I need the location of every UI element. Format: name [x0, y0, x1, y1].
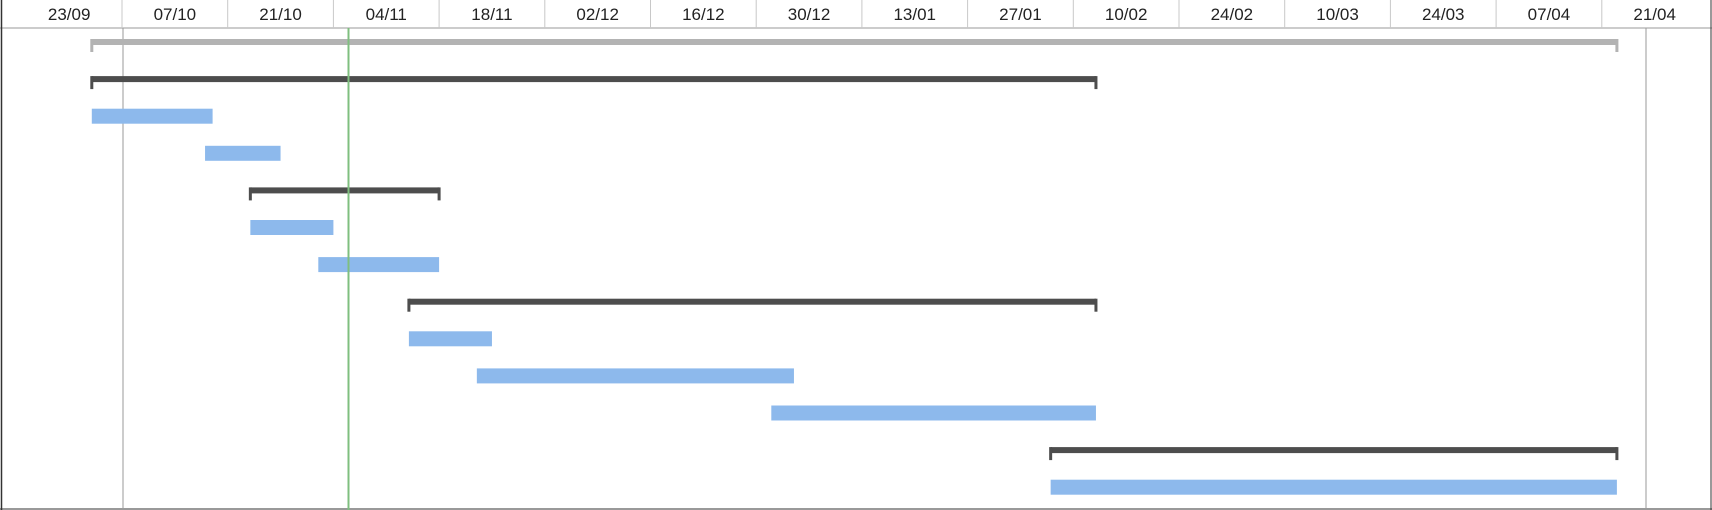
gantt-bars	[90, 39, 1619, 495]
timescale-label: 18/11	[471, 5, 512, 24]
timescale-label: 21/04	[1633, 5, 1676, 24]
summary-bar-end-cap	[1094, 298, 1098, 312]
timescale-label: 07/10	[154, 5, 197, 24]
timescale-label: 10/02	[1105, 5, 1148, 24]
timescale-label: 27/01	[999, 5, 1042, 24]
summary-bar-start-cap	[1049, 447, 1053, 461]
project-summary-bar-body	[91, 39, 1617, 45]
timescale-header-bg	[0, 0, 1712, 28]
summary-bar-body	[408, 298, 1096, 305]
project-summary-bar[interactable]	[90, 39, 1619, 52]
project-summary-bar-start-cap	[90, 39, 94, 52]
timescale-label: 02/12	[576, 5, 619, 24]
summary-bar[interactable]	[90, 76, 1098, 90]
summary-bar-start-cap	[407, 298, 411, 312]
task-bar[interactable]	[408, 331, 492, 347]
summary-bar-end-cap	[437, 187, 441, 201]
timescale-label: 24/02	[1211, 5, 1254, 24]
summary-bar-start-cap	[90, 76, 94, 90]
summary-bar-body	[91, 76, 1096, 83]
summary-bar-start-cap	[248, 187, 252, 201]
summary-bar[interactable]	[407, 298, 1098, 312]
timescale-label: 23/09	[48, 5, 91, 24]
task-bar[interactable]	[318, 257, 440, 273]
project-summary-bar-end-cap	[1615, 39, 1619, 52]
timescale-header: 23/09 07/10 21/10 04/11 18/11 02/12 16/12 30/12…	[0, 0, 1712, 29]
timescale-label: 04/11	[366, 5, 407, 24]
task-bar[interactable]	[205, 145, 281, 161]
summary-bar-body	[250, 187, 440, 194]
timescale-label: 07/04	[1528, 5, 1571, 24]
timescale-label: 24/03	[1422, 5, 1465, 24]
summary-bar[interactable]	[248, 187, 441, 201]
timescale-label: 16/12	[682, 5, 725, 24]
task-bar[interactable]	[1050, 479, 1617, 495]
summary-bar[interactable]	[1049, 447, 1619, 461]
task-bar[interactable]	[91, 108, 213, 124]
timescale-label: 21/10	[259, 5, 302, 24]
task-bar[interactable]	[771, 405, 1096, 421]
summary-bar-end-cap	[1094, 76, 1098, 90]
summary-bar-end-cap	[1615, 447, 1619, 461]
timescale-label: 10/03	[1316, 5, 1359, 24]
task-bar[interactable]	[250, 220, 334, 235]
timescale-label: 30/12	[788, 5, 831, 24]
summary-bar-body	[1050, 447, 1617, 454]
timescale-label: 13/01	[893, 5, 936, 24]
task-bar[interactable]	[476, 368, 794, 384]
